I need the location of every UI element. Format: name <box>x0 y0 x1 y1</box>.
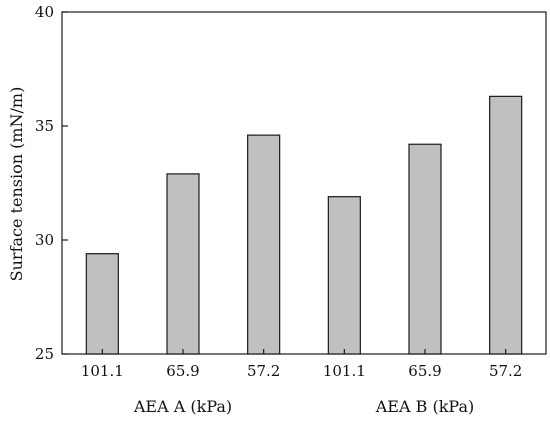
plot-area: 25 30 35 40 101.1 65.9 57.2 101.1 65.9 57.2 AEA A … <box>35 3 547 416</box>
bar-3 <box>327 196 361 355</box>
x-tick-label-0: 101.1 <box>81 362 124 380</box>
y-tick-label-2: 35 <box>35 117 54 135</box>
plot-frame <box>61 11 547 355</box>
y-tick-label-1: 30 <box>35 231 54 249</box>
bar-4 <box>408 143 442 355</box>
group-label-0: AEA A (kPa) <box>133 397 232 416</box>
x-tick-label-4: 65.9 <box>408 362 441 380</box>
x-tick-label-5: 57.2 <box>489 362 522 380</box>
y-tick-label-3: 40 <box>35 3 54 21</box>
x-tick-label-1: 65.9 <box>166 362 199 380</box>
bar-5 <box>489 95 523 355</box>
bar-2 <box>247 134 281 355</box>
x-tick-label-2: 57.2 <box>247 362 280 380</box>
y-tick-label-0: 25 <box>35 345 54 363</box>
y-axis-title: Surface tension (mN/m) <box>7 87 26 282</box>
group-label-1: AEA B (kPa) <box>375 397 474 416</box>
bar-1 <box>166 173 200 355</box>
bar-0 <box>85 253 119 355</box>
x-tick-label-3: 101.1 <box>323 362 366 380</box>
